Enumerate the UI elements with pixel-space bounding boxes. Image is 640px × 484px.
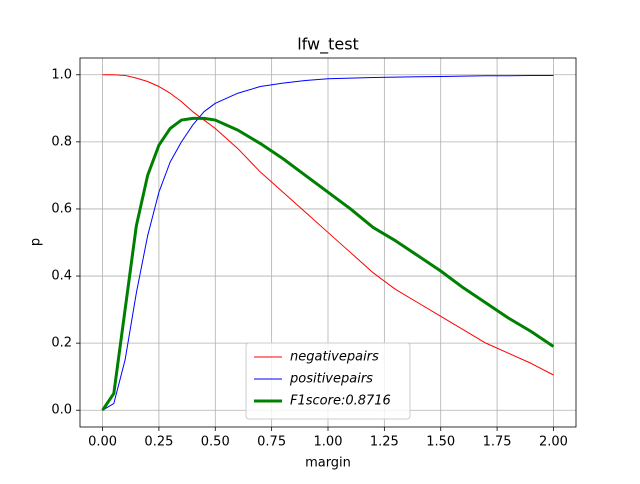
x-tick-label: 1.50	[426, 435, 455, 450]
y-tick-label: 0.0	[51, 403, 72, 418]
y-tick-label: 1.0	[51, 67, 72, 82]
y-tick-label: 0.2	[51, 336, 72, 351]
legend-label: positivepairs	[289, 372, 373, 387]
x-tick-label: 1.75	[483, 435, 512, 450]
x-axis-label: margin	[305, 456, 351, 471]
x-tick-label: 0.25	[144, 435, 173, 450]
x-tick-label: 0.75	[257, 435, 286, 450]
y-tick-label: 0.6	[51, 201, 72, 216]
series-line	[102, 74, 554, 376]
legend-label: negativepairs	[290, 350, 379, 365]
legend: negativepairs positivepairs F1score:0.8716	[245, 342, 411, 420]
y-tick-label: 0.4	[51, 269, 72, 284]
y-axis-label: p	[29, 238, 44, 246]
y-tick-label: 0.8	[51, 134, 72, 149]
legend-label: F1score:0.8716	[290, 394, 391, 409]
x-tick-label: 0.00	[88, 435, 117, 450]
plot-frame	[79, 57, 577, 428]
x-tick-label: 2.00	[539, 435, 568, 450]
x-tick-label: 1.00	[314, 435, 343, 450]
legend-box	[245, 342, 411, 420]
x-tick-label: 1.25	[370, 435, 399, 450]
series-line	[102, 74, 554, 411]
series-line	[101, 116, 555, 412]
x-tick-label: 0.50	[201, 435, 230, 450]
chart-title: lfw_test	[297, 35, 359, 55]
